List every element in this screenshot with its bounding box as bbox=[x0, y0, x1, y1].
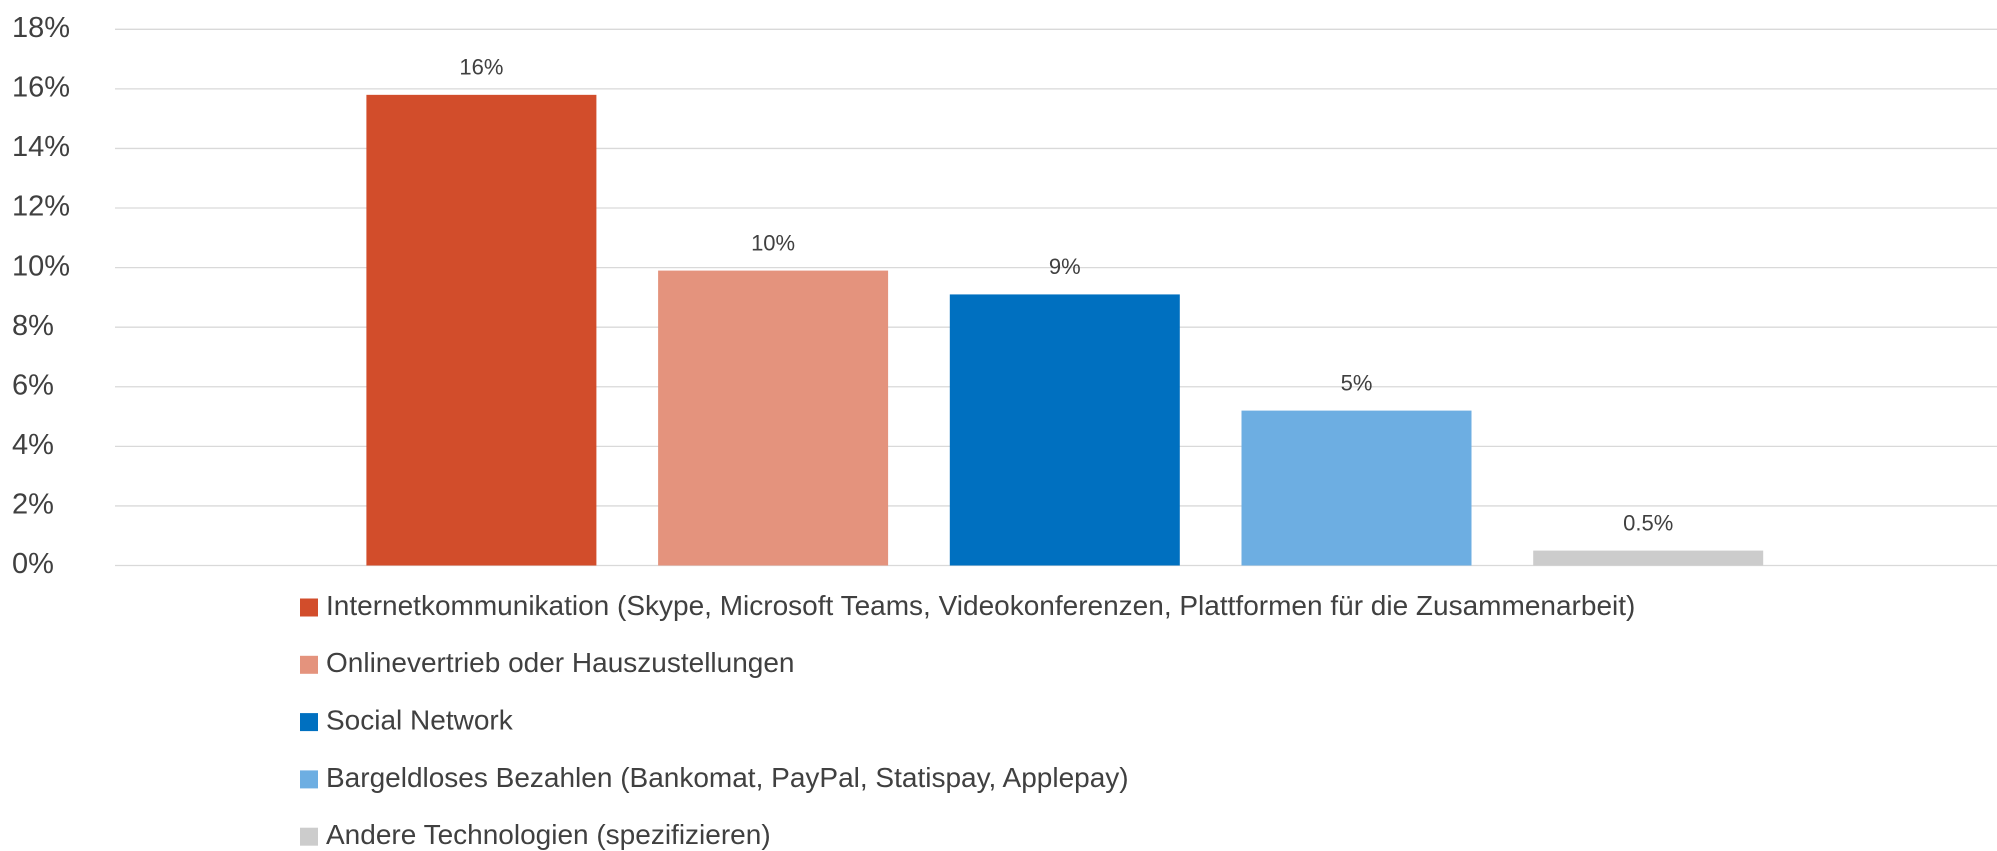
legend-swatch bbox=[300, 827, 318, 846]
y-tick-label: 12% bbox=[12, 191, 70, 223]
data-label: 10% bbox=[751, 230, 795, 255]
bar bbox=[1533, 550, 1764, 566]
data-label: 9% bbox=[1049, 254, 1081, 279]
legend-label: Internetkommunikation (Skype, Microsoft … bbox=[326, 590, 1635, 621]
bar bbox=[366, 94, 597, 566]
legend-label: Bargeldloses Bezahlen (Bankomat, PayPal,… bbox=[326, 762, 1129, 793]
y-tick-label: 0% bbox=[12, 548, 54, 580]
bar bbox=[949, 294, 1180, 566]
y-tick-label: 10% bbox=[12, 250, 70, 282]
legend-swatch bbox=[300, 713, 318, 732]
legend-swatch bbox=[300, 655, 318, 674]
legend-swatch bbox=[300, 598, 318, 617]
y-tick-label: 14% bbox=[12, 131, 70, 163]
legend-swatch bbox=[300, 770, 318, 789]
y-tick-label: 6% bbox=[12, 369, 54, 401]
data-label: 5% bbox=[1341, 370, 1373, 395]
data-label: 16% bbox=[459, 55, 503, 80]
data-label: 0.5% bbox=[1623, 510, 1673, 535]
legend-label: Andere Technologien (spezifizieren) bbox=[326, 819, 771, 850]
y-tick-label: 16% bbox=[12, 72, 70, 104]
y-tick-label: 4% bbox=[12, 429, 54, 461]
legend-label: Social Network bbox=[326, 704, 514, 735]
bar bbox=[658, 270, 889, 566]
y-tick-label: 8% bbox=[12, 310, 54, 342]
y-tick-label: 18% bbox=[12, 12, 70, 44]
legend-label: Onlinevertrieb oder Hauszustellungen bbox=[326, 647, 795, 678]
bar bbox=[1241, 410, 1472, 566]
y-tick-label: 2% bbox=[12, 489, 54, 521]
